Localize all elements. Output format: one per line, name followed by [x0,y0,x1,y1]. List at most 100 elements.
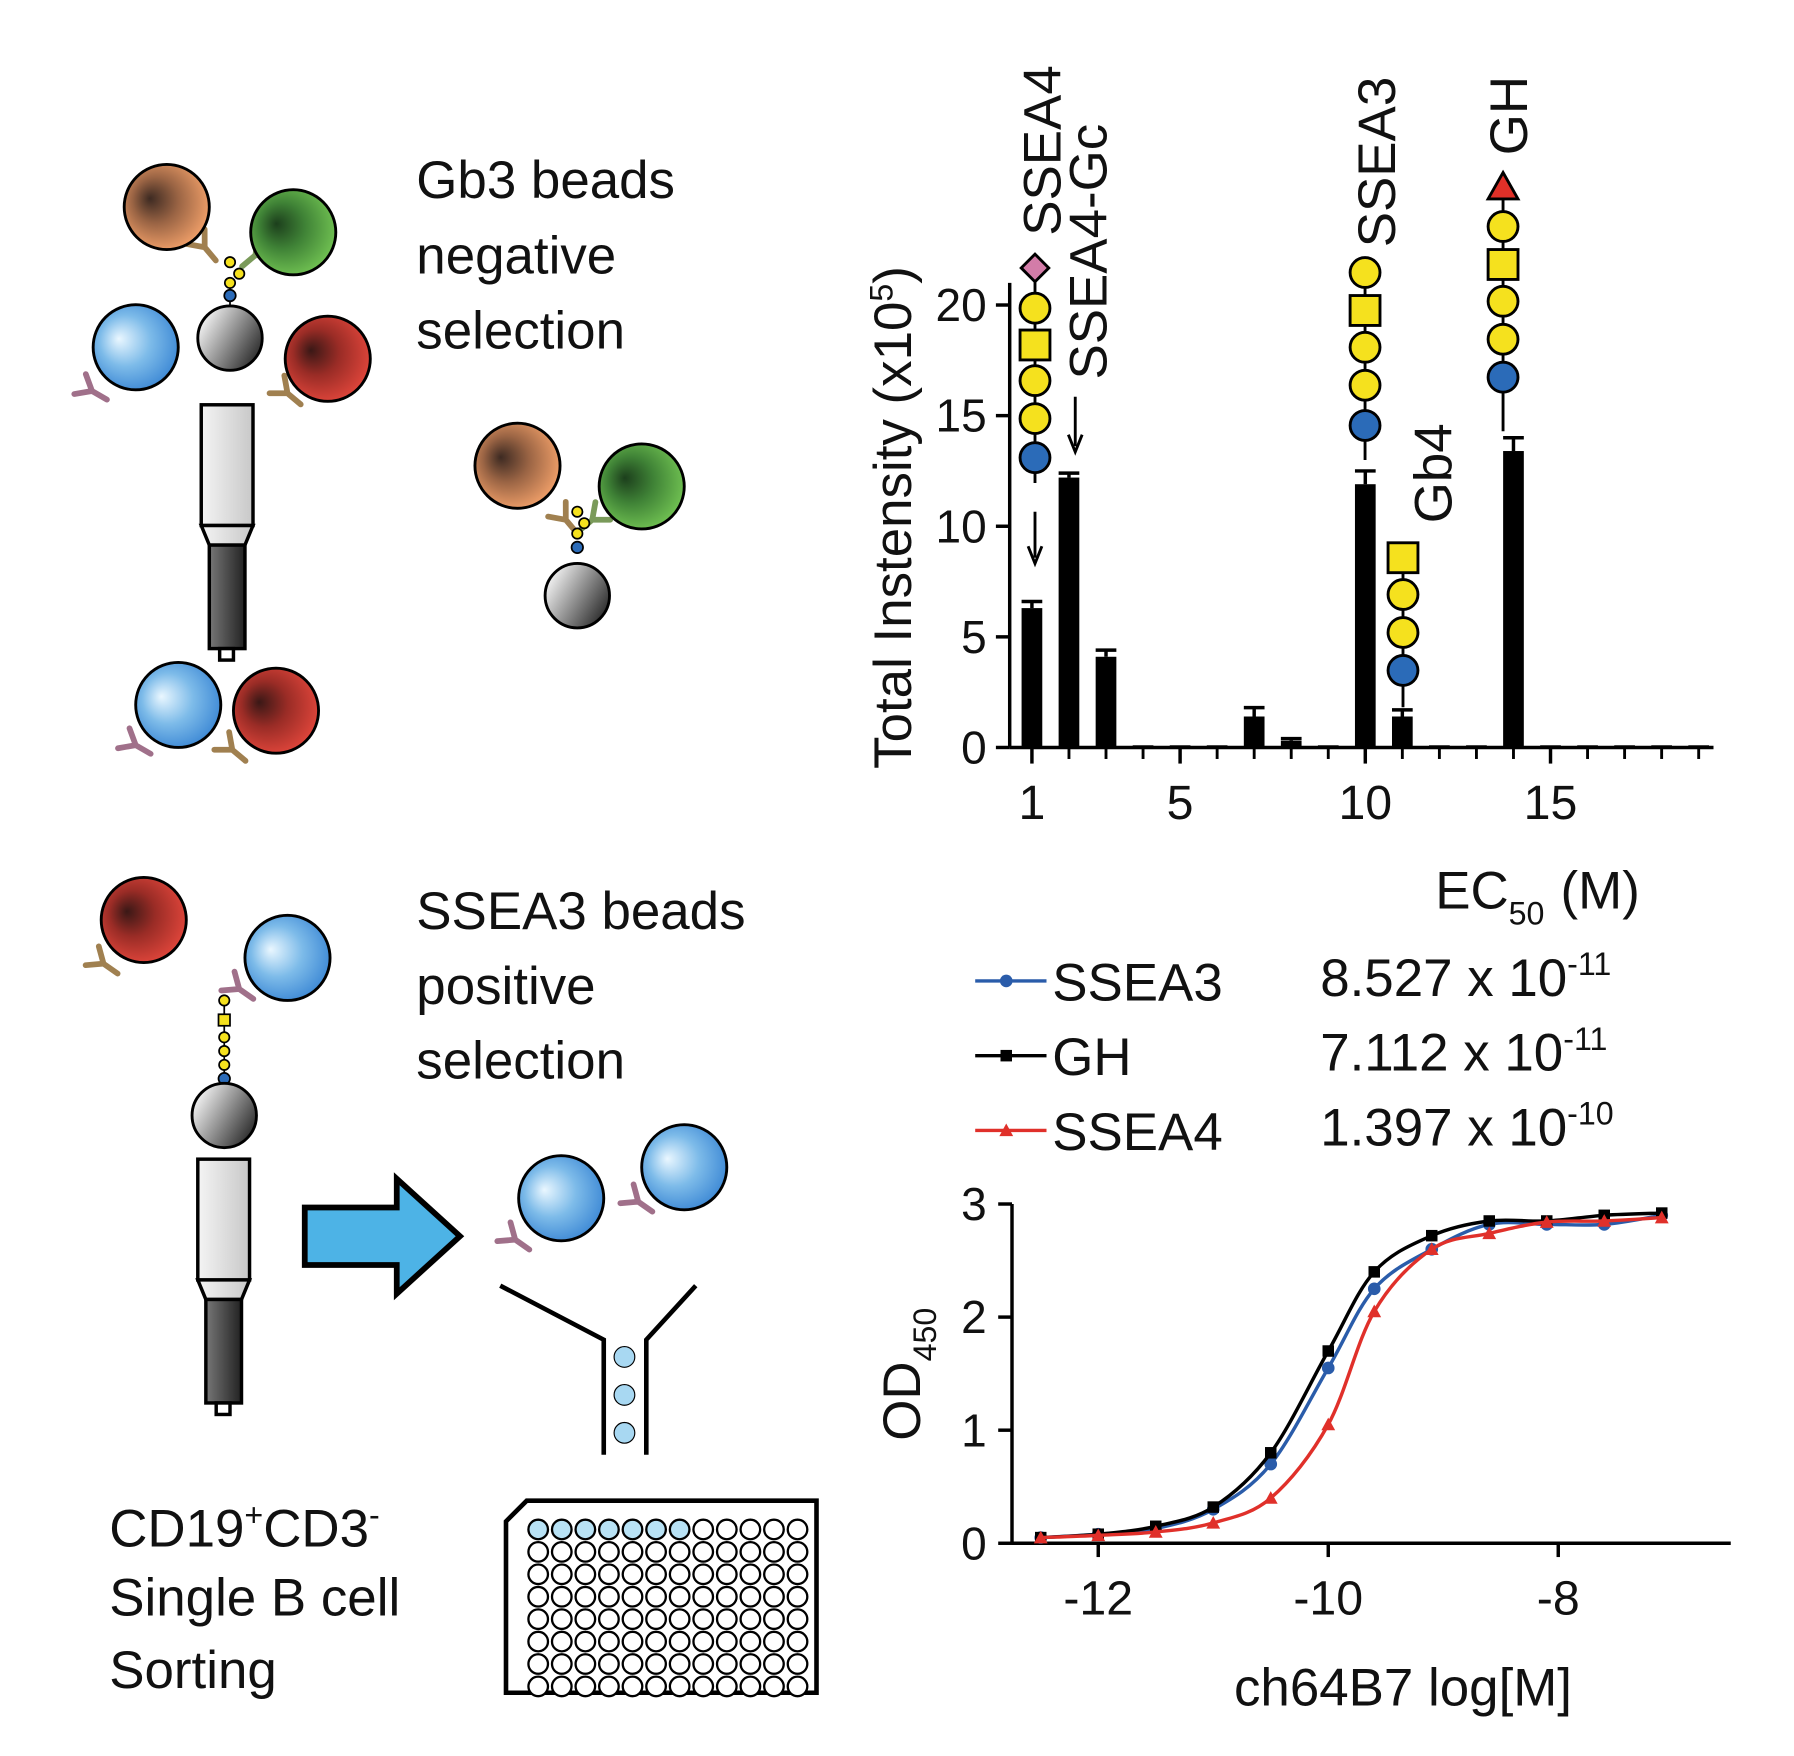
well [527,1675,550,1698]
glycan-symbols-part [1018,291,1052,325]
negative-selection-diagram-part [223,276,237,289]
negative-selection-text: Gb3 beads negative selection [416,151,675,361]
well [786,1585,809,1608]
well [763,1518,785,1541]
y-tick-label: 0 [961,722,987,774]
marker [1265,1447,1277,1459]
well [715,1608,738,1631]
well [621,1563,644,1586]
x-axis-label: ch64B7 log[M] [1234,1658,1572,1717]
label: Total Instensity (x10 [864,302,923,769]
well [692,1563,715,1586]
glycan-symbols-part [1018,364,1052,398]
well [621,1608,644,1631]
label: 7.112 x 10 [1320,1024,1563,1083]
well [598,1563,620,1586]
marker [1482,1226,1497,1240]
well [786,1608,809,1631]
glycan-symbols-part [1486,360,1520,394]
well [715,1630,738,1653]
well [715,1540,738,1563]
glycan-symbols-part [1486,248,1520,281]
well [763,1653,785,1675]
positive-selection-diagram-part [644,1284,698,1455]
well [550,1675,573,1698]
well [527,1518,550,1541]
well [715,1563,738,1586]
positive-selection-diagram-part [301,1172,465,1301]
well [574,1653,597,1675]
glycan-symbols-part [1348,256,1382,289]
bar [1614,745,1635,748]
well [763,1630,785,1653]
well [763,1608,785,1631]
well [786,1653,809,1675]
marker [1264,1457,1278,1471]
well [668,1630,691,1653]
well [739,1585,762,1608]
well [527,1585,550,1608]
well [645,1608,667,1631]
marker [1000,1049,1012,1062]
line-chart-labels: EC50 (M) OD450 ch64B7 log[M] [873,861,1640,1717]
y-tick-label: 3 [961,1178,987,1230]
well [668,1675,691,1698]
glycan-symbols-part [1386,578,1420,611]
error-bar [1021,599,1043,609]
glycan-symbols-part [1486,322,1520,356]
label: Sorting [109,1641,277,1700]
well [715,1653,738,1675]
well [715,1675,738,1698]
well [574,1563,597,1586]
well [645,1563,667,1586]
well [715,1518,738,1541]
well [739,1653,762,1675]
glycan-symbols-part [1386,541,1420,575]
glycan-symbols-part [1486,210,1520,243]
y-tick-label: 0 [961,1517,987,1569]
label: 8.527 x 10 [1320,949,1567,1008]
label: Single B cell [109,1569,400,1628]
y-tick-label: 10 [936,500,987,552]
label: negative [416,227,616,286]
label: CD3 [263,1500,369,1559]
label: 5 [863,284,899,302]
well [550,1630,573,1653]
negative-selection-diagram-part [578,517,591,530]
well [692,1653,715,1675]
well [692,1540,715,1563]
well [786,1563,809,1586]
label: 450 [907,1308,943,1362]
well [550,1518,573,1541]
error-bar [1058,471,1080,478]
negative-selection-diagram-part [597,442,686,531]
label: SSEA3 beads [416,882,745,941]
marker [1367,1282,1381,1296]
glycan-symbols-part [1067,434,1084,456]
marker [1207,1501,1219,1513]
well [621,1653,644,1675]
negative-selection-diagram-part [122,163,211,251]
well [763,1540,785,1563]
marker [999,1123,1014,1137]
bar [1540,745,1561,748]
marker [1368,1266,1380,1278]
marker [1424,1242,1439,1255]
negative-selection-diagram-part [571,505,584,518]
negative-selection-diagram-part [283,314,372,403]
positive-selection-diagram-part [196,1157,252,1417]
error-bar [1280,736,1302,741]
well [739,1540,762,1563]
well [527,1540,550,1563]
bar [1391,716,1413,748]
positive-selection-diagram-part [218,994,231,1007]
bar [1688,745,1710,748]
positive-selection-diagram-part [613,1383,636,1406]
glycan-symbols-part [1486,284,1520,318]
bar [1503,451,1524,748]
glycan-symbols-part [1018,441,1052,475]
negative-selection-diagram-part [570,540,584,554]
well [598,1630,620,1653]
well [692,1630,715,1653]
